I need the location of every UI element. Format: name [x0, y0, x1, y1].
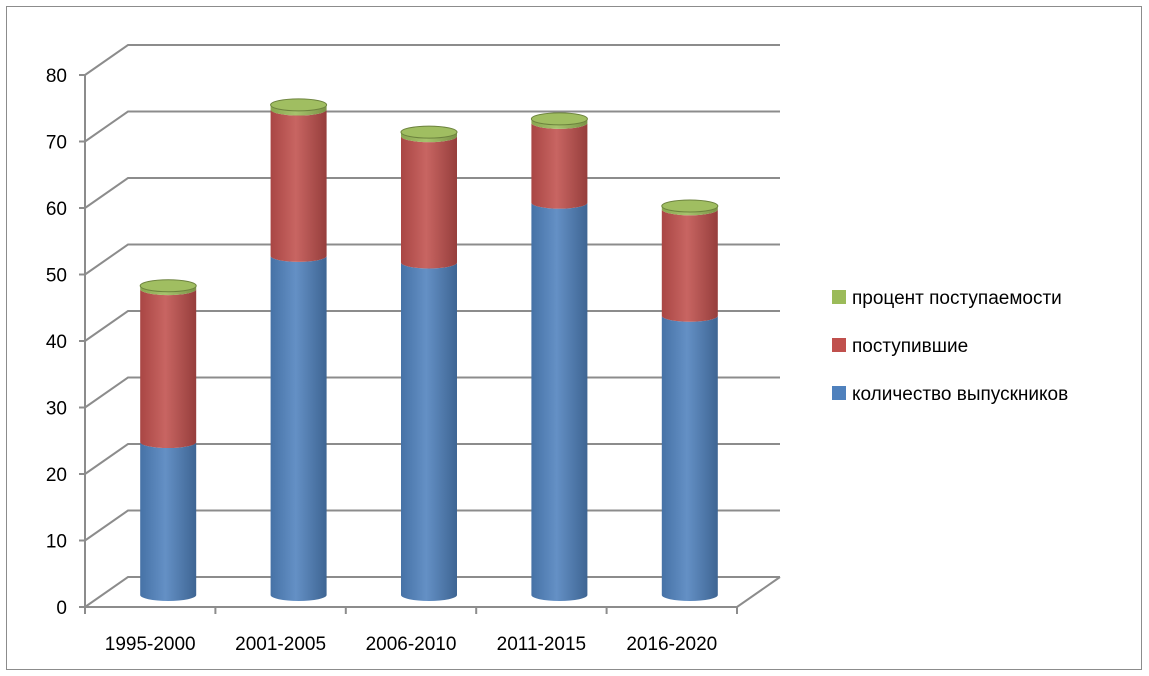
bar-segment: [401, 262, 457, 601]
y-tick-label: 50: [46, 266, 67, 287]
bar-top-cap: [530, 112, 588, 126]
bar-segment: [270, 255, 327, 601]
bar-segment: [270, 109, 327, 262]
x-tick-label: 2001-2005: [235, 634, 326, 655]
bars: [139, 98, 719, 601]
tick-labels: 0 10 20 30 40 50 60 70 80 1995-2000 2001-2005 2006-…: [46, 66, 717, 655]
bar-top-cap: [661, 199, 719, 213]
bar-segment: [661, 205, 718, 216]
bar-top-cap: [270, 98, 328, 112]
bar-segment: [140, 289, 197, 449]
gridline: [84, 110, 780, 143]
legend-label: процент поступаемости: [852, 288, 1062, 309]
bar-segment: [140, 285, 197, 296]
y-tick-label: 30: [46, 399, 67, 420]
bar-segment: [270, 104, 327, 116]
y-tick-label: 10: [46, 532, 67, 553]
bar-segment: [531, 118, 588, 129]
legend: процент поступаемости поступившие количест…: [832, 288, 1068, 405]
y-tick-label: 60: [46, 199, 67, 220]
y-tick-label: 70: [46, 133, 67, 154]
axes: [79, 74, 781, 614]
bar-segment: [531, 122, 588, 209]
y-tick-label: 40: [46, 332, 67, 353]
y-tick-label: 80: [46, 66, 67, 87]
x-tick-label: 2011-2015: [497, 634, 586, 655]
y-tick-label: 0: [56, 598, 67, 619]
legend-swatch: [832, 386, 846, 400]
bar-segment: [140, 442, 197, 601]
gridline: [84, 44, 780, 76]
x-tick-label: 2006-2010: [366, 634, 457, 655]
bar-segment: [661, 315, 718, 601]
y-tick-label: 20: [46, 465, 67, 486]
bar-segment: [661, 209, 718, 322]
x-tick-label: 1995-2000: [105, 634, 196, 655]
legend-label: количество выпускников: [852, 384, 1068, 405]
bar-top-cap: [139, 279, 197, 293]
bar-segment: [401, 136, 457, 269]
legend-swatch: [832, 338, 846, 352]
legend-swatch: [832, 290, 846, 304]
bar-segment: [531, 202, 588, 601]
bar-top-cap: [400, 125, 458, 139]
x-tick-label: 2016-2020: [626, 634, 717, 655]
bar-segment: [401, 132, 457, 143]
legend-label: поступившие: [852, 336, 968, 357]
